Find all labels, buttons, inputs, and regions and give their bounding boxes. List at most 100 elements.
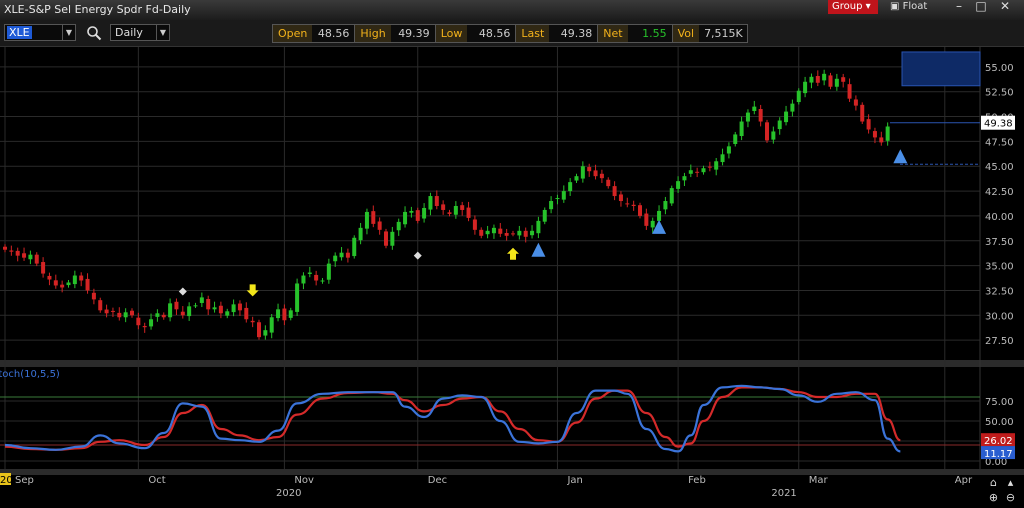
stoch-k-line (4, 384, 901, 453)
candle (809, 76, 814, 83)
candle (657, 210, 662, 221)
interval-value: Daily (115, 26, 143, 39)
float-button[interactable]: ▣ Float (890, 0, 940, 14)
candle (568, 182, 573, 192)
candle (574, 176, 579, 181)
stoch-d-value: 26.02 (984, 436, 1013, 447)
candle (561, 191, 566, 200)
candle (174, 301, 179, 310)
candle (231, 304, 236, 313)
candle (161, 314, 166, 318)
quote-net: Net 1.55 (598, 25, 673, 42)
candlestick-series (3, 69, 890, 340)
candle (447, 212, 452, 214)
symbol-input[interactable]: XLE ▼ (4, 24, 76, 41)
price-tick-label: 32.50 (985, 286, 1014, 297)
quote-bar: Open 48.56 High 49.39 Low 48.56 Last 49.38 N… (272, 24, 749, 43)
candle (638, 205, 642, 216)
stochastic-panel: Stoch(10,5,5)75.0050.0025.000.0026.0211.… (0, 369, 1015, 468)
candle (117, 312, 122, 318)
candle (168, 303, 173, 318)
candle (726, 146, 731, 154)
candle (745, 112, 750, 122)
candle (295, 283, 300, 312)
chevron-up-icon[interactable]: ▴ (1007, 476, 1014, 489)
candle (288, 310, 293, 318)
price-chart[interactable]: 55.00 52.50 50.00 47.50 45.00 42.50 40.00 37.50… (0, 47, 1024, 508)
candle (282, 308, 287, 321)
candle (9, 250, 14, 252)
chart-markers (178, 51, 981, 297)
float-icon: ▣ (890, 1, 900, 12)
candle (860, 104, 865, 122)
candle (149, 319, 154, 327)
candle (555, 198, 560, 200)
panel-separator (0, 360, 1024, 367)
quote-open: Open 48.56 (273, 25, 356, 42)
candle (339, 252, 344, 258)
candle (625, 203, 630, 205)
candle (599, 173, 604, 179)
quote-label: Open (273, 25, 313, 42)
group-button[interactable]: Group ▾ (828, 0, 878, 14)
chevron-down-icon[interactable]: ▼ (156, 25, 169, 40)
candle (415, 210, 420, 221)
candle (193, 305, 198, 307)
candle (212, 307, 217, 310)
candle (428, 196, 433, 210)
candle (784, 111, 789, 123)
window-titlebar: XLE-S&P Sel Energy Spdr Fd-Daily Group ▾… (0, 0, 1024, 21)
candle (218, 305, 223, 314)
candle (98, 300, 103, 311)
month-label: Jan (566, 475, 582, 486)
last-price-tag (981, 115, 1015, 130)
candle (237, 303, 242, 311)
close-icon[interactable]: ✕ (999, 0, 1011, 13)
month-label: Mar (809, 475, 829, 486)
diamond-marker (178, 287, 187, 296)
last-price-label: 49.38 (984, 119, 1013, 130)
month-label: Oct (148, 475, 165, 486)
candle (498, 228, 503, 234)
candle (771, 131, 776, 140)
minimize-icon[interactable]: – (956, 0, 962, 13)
candle (453, 205, 458, 215)
candle (422, 207, 427, 219)
price-tick-label: 30.00 (985, 311, 1014, 322)
candle (733, 134, 738, 144)
candle (269, 317, 274, 333)
candle (371, 211, 376, 224)
restore-icon[interactable]: □ (975, 0, 987, 13)
zoom-in-icon[interactable]: ⊕ (988, 491, 999, 504)
candle (853, 99, 858, 106)
date-axis: Sep Oct Nov Dec Jan Feb Mar Apr 2020 2021 20 (0, 473, 973, 499)
candle (257, 322, 261, 338)
symbol-value: XLE (7, 26, 32, 39)
blue-triangle-marker (893, 149, 908, 164)
candle (187, 306, 192, 317)
candle (676, 181, 681, 189)
price-tick-label: 52.50 (985, 88, 1014, 99)
candle (612, 186, 617, 197)
candle (244, 307, 249, 320)
candle (396, 221, 401, 231)
candle (688, 170, 693, 174)
quote-label: High (355, 25, 391, 42)
candle (650, 220, 655, 228)
month-label: Feb (688, 475, 706, 486)
candle (739, 121, 744, 137)
quote-label: Net (598, 25, 628, 42)
chart-grid (0, 47, 1024, 475)
candle (15, 250, 20, 256)
candle (85, 278, 90, 291)
candle (352, 237, 357, 257)
quote-high: High 49.39 (355, 25, 436, 42)
chevron-down-icon[interactable]: ▼ (62, 25, 75, 40)
home-icon[interactable]: ⌂ (990, 476, 997, 489)
interval-select[interactable]: Daily ▼ (110, 24, 170, 41)
year-label: 2021 (771, 488, 796, 499)
search-icon[interactable] (86, 25, 102, 41)
candle (530, 230, 535, 236)
price-tick-label: 55.00 (985, 63, 1014, 74)
zoom-out-icon[interactable]: ⊖ (1005, 491, 1016, 504)
